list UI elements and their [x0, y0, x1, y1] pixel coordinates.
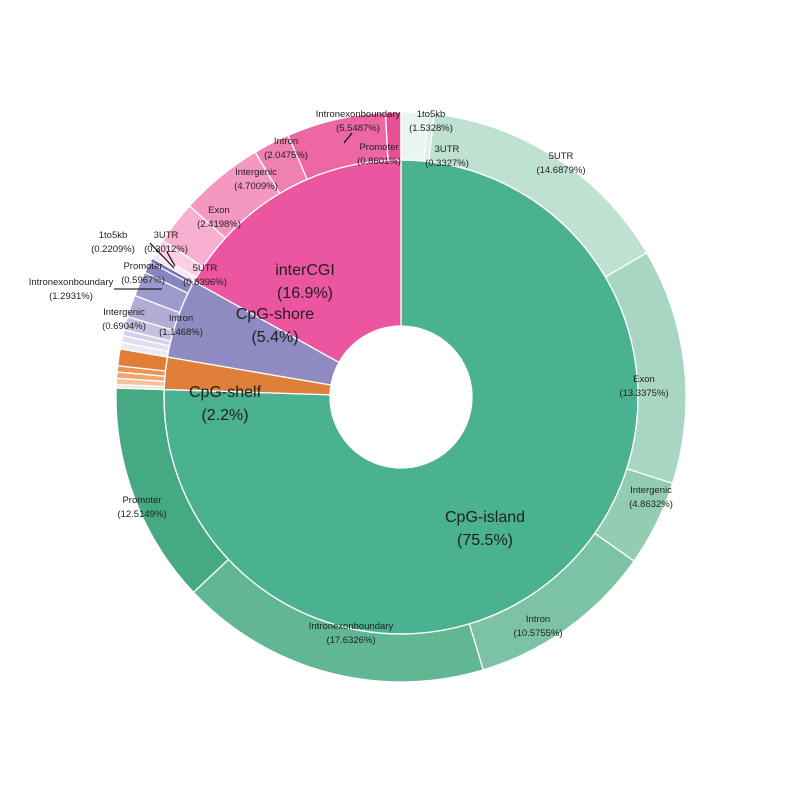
outer-label-cpg-island-intron: Intron	[526, 614, 550, 625]
leader-line	[149, 242, 175, 269]
outer-slice-cpg-island-1to5kb-27	[400, 111, 430, 162]
outer-label-cpg-island-5utr: 5UTR	[549, 151, 574, 162]
outer-percent-cpg-shore-promoter: (0.5967%)	[121, 275, 165, 286]
outer-percent-cpg-shore-1to5kb: (0.2209%)	[91, 244, 135, 255]
outer-label-intercgi-3utr: 3UTR	[154, 230, 179, 241]
outer-label-cpg-shore-1to5kb: 1to5kb	[99, 230, 128, 241]
inner-percent-cpg-island: (75.5%)	[457, 532, 513, 549]
outer-percent-cpg-island-3utr: (0.3327%)	[425, 158, 469, 169]
outer-percent-cpg-shore-intronexonboundary: (1.2931%)	[49, 291, 93, 302]
leader-line	[343, 132, 353, 144]
inner-percent-cpg-shore: (5.4%)	[251, 329, 298, 346]
outer-label-cpg-shore-intronexonboundary: Intronexonboundary	[29, 277, 114, 288]
outer-label-cpg-island-exon: Exon	[633, 374, 655, 385]
outer-label-intercgi-exon: Exon	[208, 205, 230, 216]
outer-label-cpg-island-promoter: Promoter	[122, 495, 161, 506]
outer-label-cpg-shore-promoter: Promoter	[123, 261, 162, 272]
inner-label-cpg-island: CpG-island	[445, 509, 525, 526]
inner-label-intercgi: interCGI	[275, 262, 335, 279]
leader-line	[166, 251, 176, 267]
inner-percent-intercgi: (16.9%)	[277, 285, 333, 302]
outer-percent-cpg-island-exon: (13.3375%)	[619, 388, 668, 399]
outer-percent-intercgi-intron: (2.0475%)	[264, 150, 308, 161]
outer-percent-cpg-shore-intergenic: (0.6904%)	[102, 321, 146, 332]
outer-percent-intercgi-intronexonboundary: (5.5487%)	[336, 123, 380, 134]
outer-percent-intercgi-exon: (2.4198%)	[197, 219, 241, 230]
outer-percent-intercgi-5utr: (0.8396%)	[183, 277, 227, 288]
outer-percent-intercgi-intergenic: (4.7009%)	[234, 181, 278, 192]
outer-percent-cpg-island-intergenic: (4.8632%)	[629, 499, 673, 510]
outer-label-intercgi-intron: Intron	[274, 136, 298, 147]
outer-label-intercgi-intronexonboundary: Intronexonboundary	[316, 109, 401, 120]
outer-percent-cpg-island-5utr: (14.6879%)	[536, 165, 585, 176]
outer-percent-cpg-island-intron: (10.5755%)	[513, 628, 562, 639]
outer-label-cpg-shore-intron: Intron	[169, 313, 193, 324]
outer-label-cpg-island-1to5kb: 1to5kb	[417, 109, 446, 120]
inner-label-cpg-shore: CpG-shore	[236, 306, 314, 323]
outer-percent-cpg-shore-intron: (1.1468%)	[159, 327, 203, 338]
outer-percent-cpg-island-intronexonboundary: (17.6326%)	[326, 635, 375, 646]
outer-label-cpg-island-intergenic: Intergenic	[630, 485, 672, 496]
outer-label-intercgi-5utr: 5UTR	[193, 263, 218, 274]
outer-label-intercgi-promoter: Promoter	[359, 142, 398, 153]
outer-percent-cpg-island-1to5kb: (1.5328%)	[409, 123, 453, 134]
outer-label-cpg-island-intronexonboundary: Intronexonboundary	[309, 621, 394, 632]
outer-percent-intercgi-promoter: (0.8601%)	[357, 156, 401, 167]
outer-label-cpg-shore-intergenic: Intergenic	[103, 307, 145, 318]
outer-label-cpg-island-3utr: 3UTR	[435, 144, 460, 155]
outer-label-intercgi-intergenic: Intergenic	[235, 167, 277, 178]
outer-percent-cpg-island-promoter: (12.5149%)	[117, 509, 166, 520]
inner-percent-cpg-shelf: (2.2%)	[201, 407, 248, 424]
outer-percent-intercgi-3utr: (0.3012%)	[144, 244, 188, 255]
inner-label-cpg-shelf: CpG-shelf	[189, 384, 262, 401]
